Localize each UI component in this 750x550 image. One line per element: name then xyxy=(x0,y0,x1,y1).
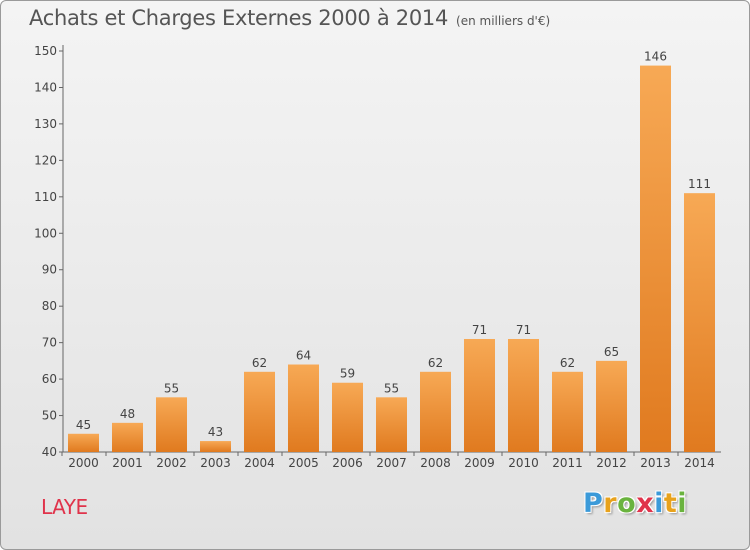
bar-2005 xyxy=(288,364,319,452)
bars: 45 48 55 43 62 64 59 55 62 71 71 62 65 146 111 xyxy=(68,50,715,452)
data-label-2005: 64 xyxy=(296,349,311,363)
x-tick-label-2003: 2003 xyxy=(200,456,231,470)
axes: 40 50 60 70 80 90 100 110 120 130 140 150 2000 2001 20… xyxy=(34,44,721,470)
logo-letter: o xyxy=(617,488,637,519)
logo-letter: t xyxy=(663,488,678,519)
x-tick-label-2009: 2009 xyxy=(464,456,495,470)
chart-title-text: Achats et Charges Externes 2000 à 2014 xyxy=(29,6,449,30)
x-tick-label-2013: 2013 xyxy=(640,456,671,470)
bar-2002 xyxy=(156,397,187,452)
bar-2012 xyxy=(596,360,627,452)
data-label-2014: 111 xyxy=(688,177,711,191)
proxiti-logo: Proxiti xyxy=(583,488,687,519)
bar-2008 xyxy=(420,371,451,452)
data-label-2004: 62 xyxy=(252,356,267,370)
place-name: LAYE xyxy=(41,495,88,519)
x-tick-label-2006: 2006 xyxy=(332,456,363,470)
bar-2011 xyxy=(552,371,583,452)
y-tick-label: 110 xyxy=(34,190,57,204)
y-tick-label: 40 xyxy=(42,445,57,459)
y-tick-label: 120 xyxy=(34,153,57,167)
bar-2014 xyxy=(684,193,715,452)
bar-2009 xyxy=(464,338,495,452)
data-label-2002: 55 xyxy=(164,381,179,395)
x-tick-label-2002: 2002 xyxy=(156,456,187,470)
chart-title: Achats et Charges Externes 2000 à 2014 (e… xyxy=(29,6,550,30)
logo-letter: i xyxy=(677,488,688,519)
bar-2013 xyxy=(640,65,671,452)
bar-2006 xyxy=(332,382,363,452)
data-label-2008: 62 xyxy=(428,356,443,370)
logo-letter: r xyxy=(603,488,618,519)
y-tick-label: 70 xyxy=(42,336,57,350)
data-label-2010: 71 xyxy=(516,323,531,337)
logo-letter: x xyxy=(636,488,655,519)
data-label-2012: 65 xyxy=(604,345,619,359)
data-label-2006: 59 xyxy=(340,367,355,381)
logo-letter: P xyxy=(583,488,604,519)
x-tick-label-2000: 2000 xyxy=(68,456,99,470)
x-tick-label-2010: 2010 xyxy=(508,456,539,470)
data-label-2007: 55 xyxy=(384,381,399,395)
x-tick-label-2012: 2012 xyxy=(596,456,627,470)
bar-2007 xyxy=(376,397,407,452)
x-tick-label-2008: 2008 xyxy=(420,456,451,470)
bar-2003 xyxy=(200,441,231,452)
chart-subtitle: (en milliers d'€) xyxy=(456,14,551,28)
x-tick-label-2005: 2005 xyxy=(288,456,319,470)
bar-2000 xyxy=(68,433,99,452)
y-tick-label: 60 xyxy=(42,372,57,386)
data-label-2009: 71 xyxy=(472,323,487,337)
y-tick-label: 140 xyxy=(34,80,57,94)
x-tick-label-2011: 2011 xyxy=(552,456,583,470)
bar-2001 xyxy=(112,422,143,452)
data-label-2001: 48 xyxy=(120,407,135,421)
bar-2010 xyxy=(508,338,539,452)
x-tick-label-2007: 2007 xyxy=(376,456,407,470)
y-tick-label: 90 xyxy=(42,263,57,277)
data-label-2011: 62 xyxy=(560,356,575,370)
data-label-2003: 43 xyxy=(208,425,223,439)
data-label-2013: 146 xyxy=(644,50,667,64)
y-tick-label: 150 xyxy=(34,44,57,58)
x-tick-label-2001: 2001 xyxy=(112,456,143,470)
y-tick-label: 130 xyxy=(34,117,57,131)
y-tick-label: 100 xyxy=(34,226,57,240)
y-tick-label: 50 xyxy=(42,409,57,423)
bar-2004 xyxy=(244,371,275,452)
x-tick-label-2004: 2004 xyxy=(244,456,275,470)
x-tick-label-2014: 2014 xyxy=(684,456,715,470)
data-label-2000: 45 xyxy=(76,418,91,432)
logo-letter: i xyxy=(654,488,664,519)
y-tick-label: 80 xyxy=(42,299,57,313)
